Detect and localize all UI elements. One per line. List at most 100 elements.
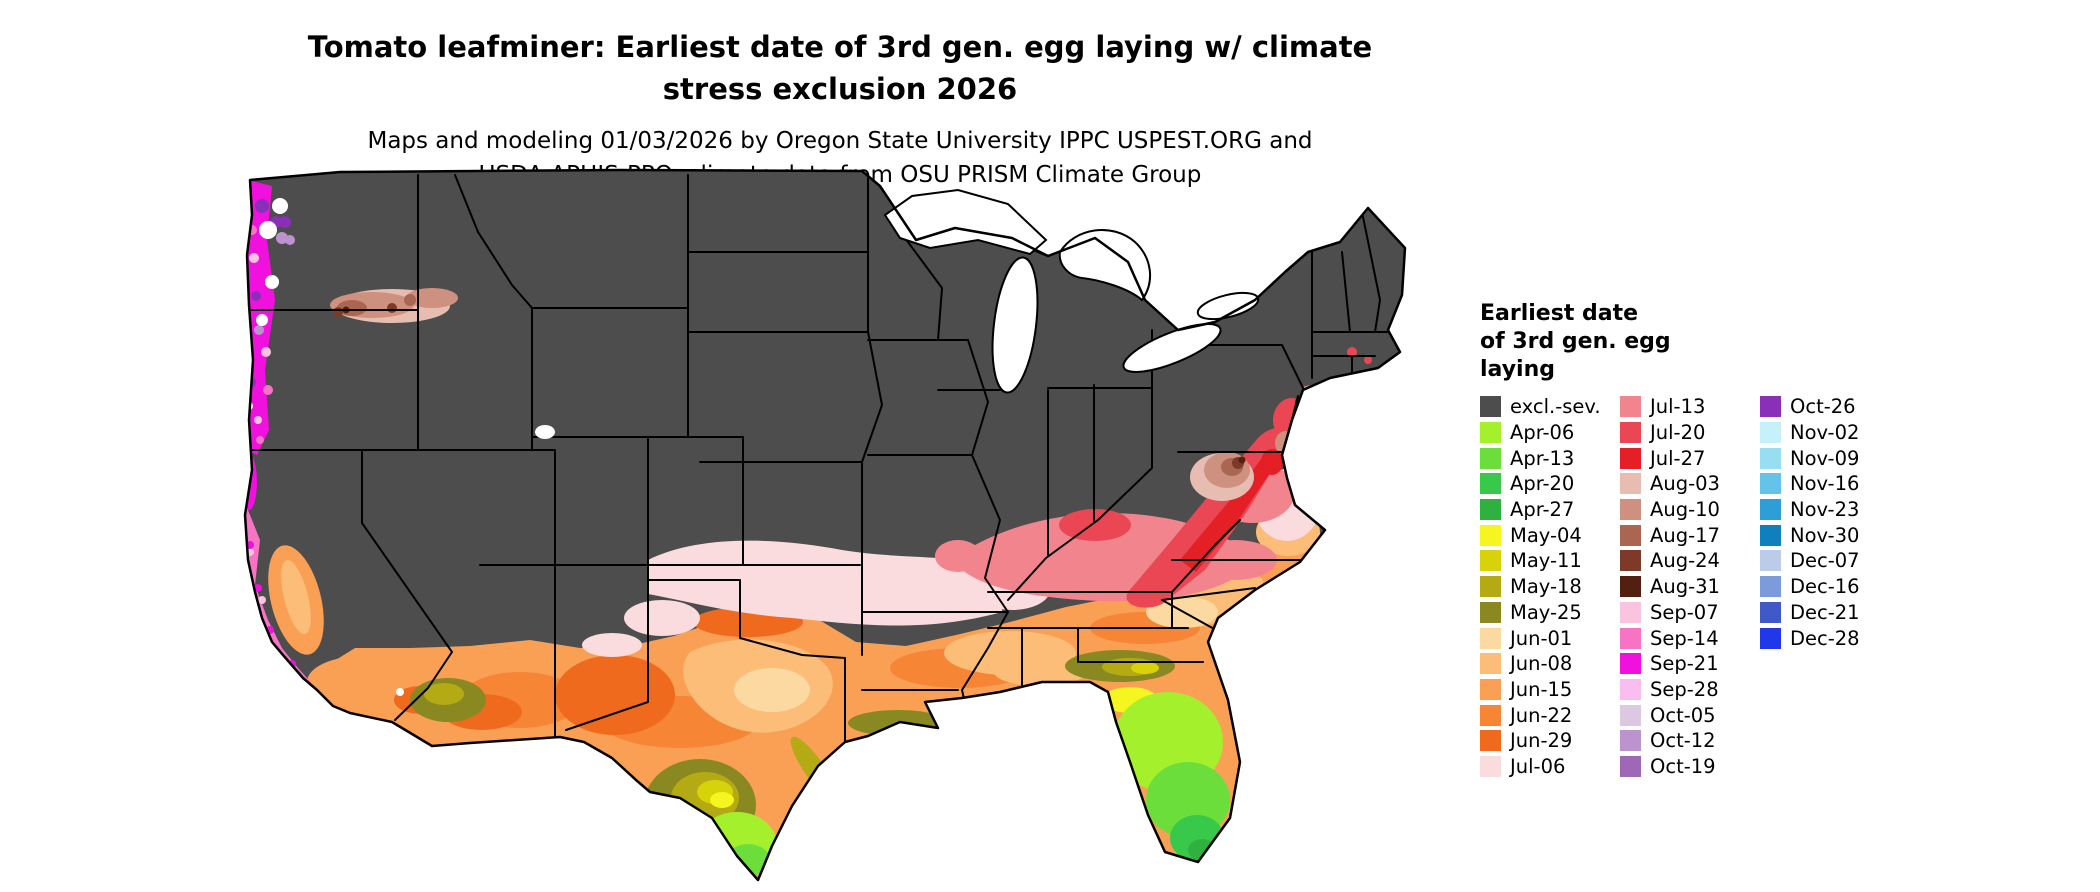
legend-label: Jul-27 [1650,446,1706,470]
great-salt-lake [535,425,555,439]
legend-label: Jun-08 [1510,652,1573,676]
lake-huron [1058,228,1152,302]
legend-label: Jul-06 [1510,754,1566,778]
legend-entry: Dec-07 [1760,548,1900,574]
legend-label: Jun-15 [1510,677,1573,701]
legend-label: Dec-07 [1790,549,1860,573]
legend-swatch [1480,422,1501,444]
legend-entry: Oct-12 [1620,728,1760,754]
legend-entry: May-04 [1480,522,1620,548]
legend-label: Aug-24 [1650,549,1720,573]
legend-entry: Nov-23 [1760,497,1900,523]
legend-swatch [1480,755,1501,777]
legend-swatch [1760,524,1781,546]
legend-swatch [1620,499,1641,521]
legend-columns: excl.-sev. Apr-06 Apr-13 Apr-20 Apr-27 May-04… [1480,394,1900,779]
legend-entry: Jun-22 [1480,702,1620,728]
page-title: Tomato leafminer: Earliest date of 3rd g… [0,26,1680,110]
legend-entry: Jul-20 [1620,420,1760,446]
subtitle-line-1: Maps and modeling 01/03/2026 by Oregon S… [367,128,1313,154]
legend-entry: Nov-16 [1760,471,1900,497]
legend-swatch [1620,601,1641,623]
legend-column-3: Oct-26 Nov-02 Nov-09 Nov-16 Nov-23 Nov-30 Dec-… [1760,394,1900,779]
lake-erie [1122,323,1222,373]
legend-label: Dec-16 [1790,575,1860,599]
legend-swatch [1480,396,1501,418]
legend-label: Sep-07 [1650,600,1719,624]
legend-entry: Apr-06 [1480,420,1620,446]
legend-title-line-3: laying [1480,357,1556,382]
legend-swatch [1480,447,1501,469]
legend-entry: Aug-24 [1620,548,1760,574]
legend-label: excl.-sev. [1510,395,1601,419]
legend-swatch [1480,550,1501,572]
legend-entry: Apr-20 [1480,471,1620,497]
legend-column-1: excl.-sev. Apr-06 Apr-13 Apr-20 Apr-27 May-04… [1480,394,1620,779]
legend-label: Jul-13 [1650,395,1706,419]
legend-swatch [1760,627,1781,649]
legend-swatch [1620,524,1641,546]
legend-swatch [1620,550,1641,572]
legend-entry: excl.-sev. [1480,394,1620,420]
legend-swatch [1480,524,1501,546]
lake-michigan [991,256,1039,394]
legend-swatch [1760,601,1781,623]
legend-label: Dec-21 [1790,600,1860,624]
legend-label: Sep-21 [1650,652,1719,676]
legend-entry: Nov-09 [1760,445,1900,471]
legend-label: Oct-05 [1650,703,1716,727]
legend-label: Jun-22 [1510,703,1573,727]
legend-entry: Dec-28 [1760,625,1900,651]
legend-swatch [1620,447,1641,469]
legend-swatch [1620,396,1641,418]
legend-label: Apr-06 [1510,421,1575,445]
legend-swatch [1480,704,1501,726]
legend-label: Apr-13 [1510,446,1575,470]
legend-entry: Apr-13 [1480,445,1620,471]
legend-swatch [1760,473,1781,495]
legend-label: Sep-28 [1650,677,1719,701]
region-california [268,545,446,714]
legend-label: May-11 [1510,549,1582,573]
legend-swatch [1620,473,1641,495]
legend-entry: Sep-07 [1620,600,1760,626]
legend-swatch [1760,576,1781,598]
legend-entry: Aug-10 [1620,497,1760,523]
legend-label: Jul-20 [1650,421,1706,445]
legend-swatch [1480,499,1501,521]
legend-label: Jun-29 [1510,729,1573,753]
legend-label: Aug-17 [1650,523,1720,547]
legend-swatch [1480,473,1501,495]
legend-label: Nov-02 [1790,421,1860,445]
us-outline [243,168,1407,882]
legend-entry: Oct-05 [1620,702,1760,728]
legend-label: Dec-28 [1790,626,1860,650]
legend-entry: Aug-17 [1620,522,1760,548]
legend-swatch [1760,447,1781,469]
legend-swatch [1620,576,1641,598]
legend-swatch [1620,755,1641,777]
legend-entry: Nov-30 [1760,522,1900,548]
legend-entry: Sep-21 [1620,651,1760,677]
legend-label: Oct-26 [1790,395,1856,419]
legend-entry: Jul-27 [1620,445,1760,471]
legend-entry: Jun-08 [1480,651,1620,677]
legend-label: Jun-01 [1510,626,1573,650]
legend-swatch [1760,396,1781,418]
region-florida [1065,650,1230,877]
legend-swatch [1620,627,1641,649]
legend-label: Sep-14 [1650,626,1719,650]
legend-entry: Sep-14 [1620,625,1760,651]
legend-swatch [1480,730,1501,752]
legend-entry: Oct-26 [1760,394,1900,420]
legend-entry: Dec-16 [1760,574,1900,600]
legend-label: Nov-30 [1790,523,1860,547]
legend-swatch [1620,653,1641,675]
legend-label: Aug-31 [1650,575,1720,599]
legend-label: May-25 [1510,600,1582,624]
legend-label: Oct-19 [1650,754,1716,778]
legend-entry: Apr-27 [1480,497,1620,523]
title-line-1: Tomato leafminer: Earliest date of 3rd g… [307,30,1373,64]
legend-entry: May-18 [1480,574,1620,600]
